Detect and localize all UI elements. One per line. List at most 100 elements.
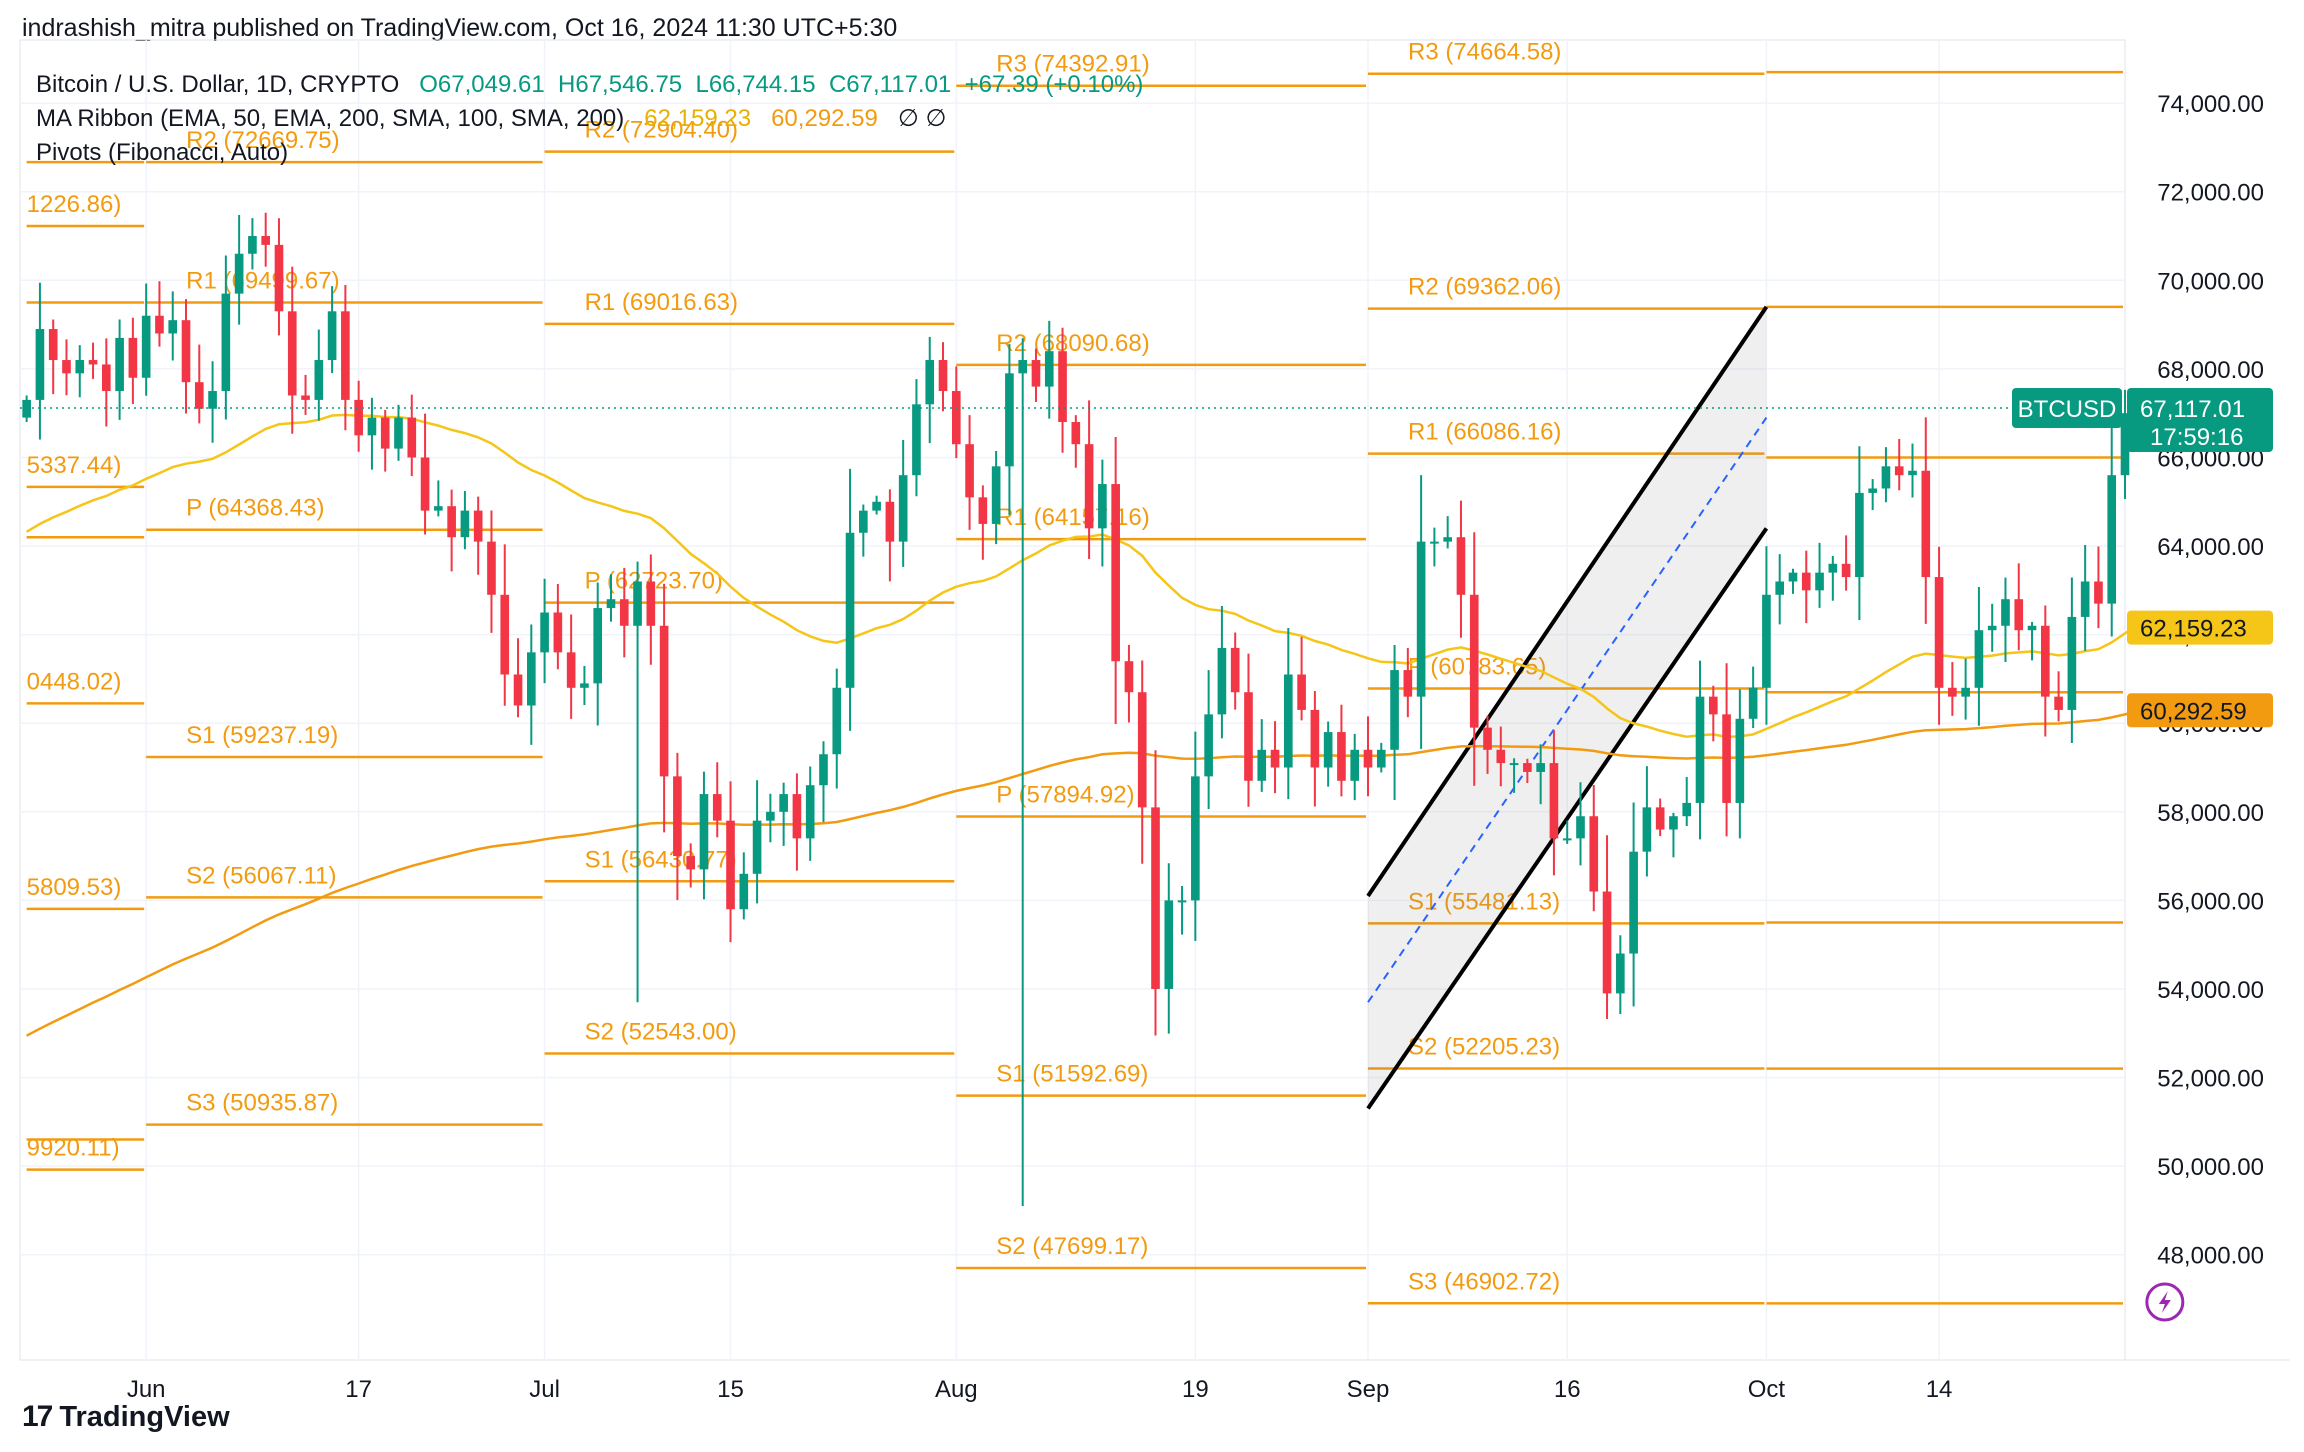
- ema200-tag: [2127, 693, 2273, 728]
- candle-body: [1616, 953, 1625, 994]
- candle-body: [1363, 749, 1373, 768]
- pivot-label: S3 (46902.72): [1408, 1268, 1560, 1295]
- pivot-label: R2 (72904.40): [585, 117, 738, 144]
- candle-body: [1071, 422, 1081, 445]
- candle-body: [580, 683, 589, 688]
- legend-close: C67,117.01: [828, 71, 952, 98]
- candle-body: [1934, 577, 1944, 688]
- pivot-label: 0448.02): [27, 668, 122, 695]
- candle-body: [434, 506, 443, 511]
- tradingview-logo-icon: 17: [22, 1400, 53, 1433]
- candle-body: [1881, 466, 1891, 489]
- candle-body: [726, 820, 735, 910]
- legend-ma-ribbon: MA Ribbon (EMA, 50, EMA, 200, SMA, 100, …: [36, 105, 625, 132]
- candle-body: [646, 581, 656, 626]
- tradingview-logo[interactable]: 17 TradingView: [22, 1400, 230, 1434]
- candle-body: [62, 360, 71, 374]
- candle-body: [88, 360, 98, 365]
- candle-body: [394, 417, 403, 449]
- candle-body: [1403, 670, 1413, 697]
- x-tick-label: Jul: [529, 1376, 560, 1403]
- candle-body: [859, 510, 868, 533]
- candle-body: [1509, 763, 1519, 766]
- ema-200-line: [26, 710, 2139, 1037]
- legend-high: H67,546.75: [558, 71, 683, 98]
- tradingview-brand: TradingView: [59, 1400, 230, 1433]
- legend-ma-value-2: 60,292.59: [771, 105, 878, 132]
- symbol-tag-label: BTCUSD: [2018, 396, 2117, 423]
- x-tick-label: Jun: [127, 1376, 166, 1403]
- candle-body: [1815, 572, 1824, 591]
- channel-lower-line: [1366, 527, 1769, 1110]
- x-tick-label: 15: [717, 1376, 744, 1403]
- candle-body: [1576, 816, 1585, 839]
- candle-body: [1111, 484, 1120, 662]
- legend-pivots: Pivots (Fibonacci, Auto): [36, 139, 289, 166]
- x-tick-label: 17: [345, 1376, 372, 1403]
- candle-body: [168, 320, 178, 334]
- candle-body: [1655, 807, 1665, 830]
- candle-body: [526, 652, 536, 706]
- candle-body: [500, 594, 510, 675]
- candle-body: [367, 417, 377, 436]
- candle-body: [819, 754, 828, 786]
- candle-body: [221, 293, 231, 392]
- candle-body: [1841, 563, 1851, 578]
- candle-body: [447, 506, 456, 538]
- candle-body: [261, 236, 271, 245]
- candle-body: [991, 466, 1001, 524]
- candle-body: [1589, 816, 1599, 892]
- candle-body: [1695, 696, 1705, 803]
- candle-body: [1602, 891, 1612, 994]
- candle-body: [1151, 807, 1160, 989]
- pivot-label: 5809.53): [27, 874, 122, 901]
- symbol-tag: [2012, 388, 2122, 429]
- countdown-value: 17:59:16: [2150, 424, 2243, 451]
- candle-body: [1748, 687, 1758, 719]
- y-tick-label: 50,000.00: [2157, 1154, 2264, 1181]
- y-tick-label: 58,000.00: [2157, 800, 2264, 827]
- candle-body: [1416, 541, 1426, 697]
- candle-body: [1629, 851, 1638, 954]
- candle-body: [1177, 900, 1187, 903]
- y-tick-label: 68,000.00: [2157, 357, 2264, 384]
- candle-body: [1496, 749, 1506, 764]
- candle-body: [1270, 749, 1280, 768]
- candle-body: [832, 687, 842, 755]
- candle-body: [1124, 661, 1134, 693]
- legend-change: +67.39 (+0.10%): [964, 71, 1144, 98]
- candle-body: [1961, 687, 1970, 697]
- ema50-tag-value: 62,159.23: [2140, 616, 2247, 643]
- x-tick-label: 19: [1182, 1376, 1209, 1403]
- candle-body: [1390, 670, 1399, 750]
- candle-body: [287, 311, 297, 396]
- candle-body: [1337, 732, 1346, 781]
- parallel-channel[interactable]: [1366, 305, 1769, 1110]
- candle-body: [102, 364, 111, 392]
- candle-body: [1005, 373, 1014, 467]
- x-tick-label: 14: [1926, 1376, 1953, 1403]
- candle-body: [1908, 470, 1917, 476]
- pivot-label: R1 (64157.16): [996, 504, 1149, 531]
- candle-body: [1801, 572, 1811, 591]
- pivot-label: S2 (52543.00): [585, 1018, 737, 1045]
- pivot-label: R2 (68090.68): [996, 330, 1149, 357]
- pivot-label: S2 (47699.17): [996, 1233, 1148, 1260]
- x-tick-label: Oct: [1748, 1376, 1786, 1403]
- candle-body: [1084, 444, 1094, 529]
- candle-body: [2094, 581, 2103, 604]
- candle-body: [1669, 816, 1678, 830]
- candle-body: [1456, 537, 1466, 595]
- candle-body: [1283, 674, 1293, 768]
- candle-body: [1549, 763, 1559, 839]
- candle-body: [181, 320, 191, 383]
- candle-body: [1376, 749, 1386, 768]
- candle-body: [234, 253, 244, 294]
- pivot-label: 1226.86): [27, 191, 122, 218]
- candle-body: [606, 599, 616, 609]
- pivot-label: P (57894.92): [996, 781, 1134, 808]
- candle-body: [460, 510, 470, 538]
- candle-body: [155, 315, 164, 334]
- y-tick-label: 52,000.00: [2157, 1066, 2264, 1093]
